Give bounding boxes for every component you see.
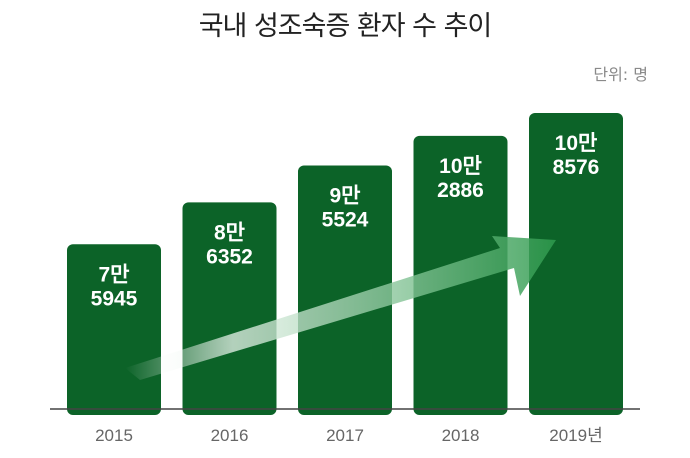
bar-value-label: 10만 8576	[553, 132, 600, 179]
x-tick-label: 2018	[442, 426, 480, 445]
bar-2019년	[529, 113, 623, 415]
x-tick-label: 2015	[95, 426, 133, 445]
bar-2017	[298, 165, 392, 415]
bar-value-label: 9만 5524	[322, 185, 369, 232]
bar-value-label: 7만 5945	[91, 263, 138, 310]
chart-title: 국내 성조숙증 환자 수 추이	[198, 11, 493, 42]
unit-label: 단위: 명	[593, 65, 648, 84]
bar-value-label: 10만 2886	[437, 155, 484, 202]
x-tick-label: 2016	[211, 426, 249, 445]
trend-arrow	[125, 236, 556, 380]
x-tick-label: 2017	[326, 426, 364, 445]
bar-2016	[182, 202, 277, 415]
bar-value-label: 8만 6352	[206, 221, 253, 268]
x-tick-label: 2019년	[549, 426, 602, 445]
